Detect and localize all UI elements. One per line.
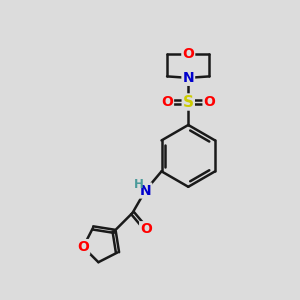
Text: O: O [140, 222, 152, 236]
Text: O: O [182, 47, 194, 61]
Text: S: S [183, 94, 194, 110]
Text: O: O [77, 240, 89, 254]
Text: N: N [182, 71, 194, 85]
Text: O: O [203, 95, 215, 109]
Text: H: H [134, 178, 144, 191]
Text: O: O [161, 95, 173, 109]
Text: N: N [140, 184, 151, 197]
